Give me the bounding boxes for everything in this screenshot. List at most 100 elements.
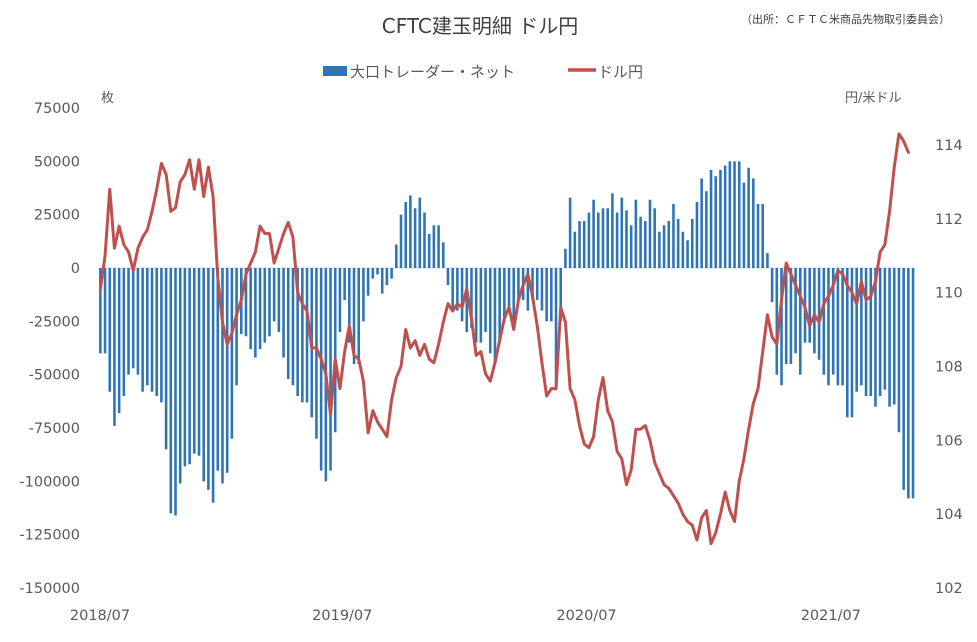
net-position-bar: [117, 268, 121, 414]
net-position-bar: [141, 268, 144, 392]
net-position-bar: [451, 268, 454, 311]
net-position-bar: [404, 201, 407, 268]
net-position-bar: [714, 176, 718, 268]
net-position-bar: [319, 268, 323, 471]
net-position-bar: [658, 231, 661, 268]
net-position-bar: [629, 225, 633, 268]
net-position-bar: [268, 268, 271, 337]
net-position-bar: [296, 268, 299, 396]
net-position-bar: [907, 268, 910, 499]
net-position-bar: [357, 268, 361, 364]
net-position-bar: [225, 268, 229, 473]
net-position-bar: [850, 268, 854, 418]
left-axis-unit: 枚: [101, 91, 114, 106]
net-position-bar: [855, 268, 858, 392]
net-position-bar: [827, 268, 830, 386]
legend: 大口トレーダー・ネット ドル円: [323, 63, 643, 81]
net-position-bar: [526, 268, 530, 311]
net-position-bar: [315, 268, 318, 439]
net-position-bar: [338, 268, 342, 332]
net-position-bar: [108, 268, 112, 392]
net-position-bar: [385, 268, 389, 286]
net-position-bar: [216, 268, 220, 471]
net-position-bar: [784, 268, 788, 364]
net-position-bar: [756, 204, 760, 268]
net-position-bar: [183, 268, 187, 467]
net-position-bar: [794, 268, 797, 354]
net-position-bar: [911, 268, 915, 499]
net-position-bar: [836, 268, 840, 386]
net-position-bar: [348, 268, 351, 343]
net-position-bar: [902, 268, 905, 490]
net-position-bar: [573, 231, 577, 268]
net-position-bar: [606, 208, 609, 268]
net-position-bar: [601, 208, 605, 268]
left-tick-label: -100000: [19, 474, 80, 490]
net-position-bar: [597, 212, 600, 268]
legend-label-line: ドル円: [598, 63, 643, 81]
net-position-bar: [883, 268, 887, 390]
net-position-bar: [282, 268, 285, 358]
left-axis-ticks: 75000 50000 25000 0 -25000 -50000 -75000 -10000…: [19, 101, 80, 597]
net-position-bar: [131, 268, 135, 369]
net-position-bar: [507, 268, 511, 311]
net-position-bar: [648, 199, 652, 268]
x-tick-label: 2019/07: [312, 608, 372, 624]
net-position-bar: [535, 268, 539, 300]
left-tick-label: -75000: [29, 421, 80, 437]
net-position-bar: [695, 201, 699, 268]
right-axis-unit: 円/米ドル: [845, 91, 901, 106]
net-position-bar: [211, 268, 215, 503]
net-position-bar: [503, 268, 506, 322]
net-position-bar: [390, 268, 393, 279]
net-position-bar: [371, 268, 375, 279]
net-position-bar: [441, 242, 445, 268]
net-position-bar: [587, 212, 591, 268]
net-position-bar: [254, 268, 257, 358]
legend-label-bars: 大口トレーダー・ネット: [350, 63, 515, 81]
net-position-bar: [620, 197, 624, 268]
net-position-bar: [188, 268, 191, 465]
net-position-bar: [888, 268, 891, 407]
net-position-bar: [550, 268, 553, 322]
net-position-bar: [864, 268, 868, 396]
net-position-bar: [277, 268, 281, 332]
net-position-bar: [799, 268, 802, 375]
net-position-bar: [235, 268, 238, 386]
net-position-bar: [559, 268, 563, 322]
net-position-bar: [291, 268, 295, 386]
net-position-bar: [155, 268, 159, 396]
left-tick-label: -25000: [29, 314, 80, 330]
net-position-bar: [554, 268, 558, 386]
net-position-bar: [874, 268, 877, 407]
net-position-bar: [437, 225, 440, 268]
net-position-bar: [775, 268, 779, 375]
net-position-bar: [493, 268, 497, 364]
net-position-bar: [221, 268, 224, 484]
net-position-bar: [672, 204, 675, 268]
net-position-bar: [545, 268, 548, 322]
net-position-bar: [366, 268, 370, 296]
net-position-bar: [150, 268, 154, 392]
net-position-bar: [263, 268, 267, 343]
net-position-bar: [512, 268, 516, 322]
net-position-bar: [667, 221, 671, 268]
net-position-bar: [625, 210, 628, 268]
net-position-bar: [399, 214, 403, 268]
net-position-bar: [470, 268, 473, 328]
net-position-bar: [808, 268, 811, 343]
net-position-bar: [517, 268, 520, 300]
net-position-bar: [460, 268, 464, 322]
source-note: （出所：ＣＦＴＣ米商品先物取引委員会）: [741, 12, 950, 26]
net-position-bar: [136, 268, 140, 375]
right-tick-label: 112: [935, 212, 963, 228]
net-position-bar: [169, 268, 173, 514]
net-position-bar: [456, 268, 459, 311]
net-position-bar: [705, 191, 708, 268]
net-position-bar: [333, 268, 337, 433]
chart-title: CFTC建玉明細 ドル円: [382, 14, 578, 38]
net-position-bar: [249, 268, 252, 350]
net-position-bar: [761, 204, 765, 268]
net-position-bar: [423, 212, 426, 268]
